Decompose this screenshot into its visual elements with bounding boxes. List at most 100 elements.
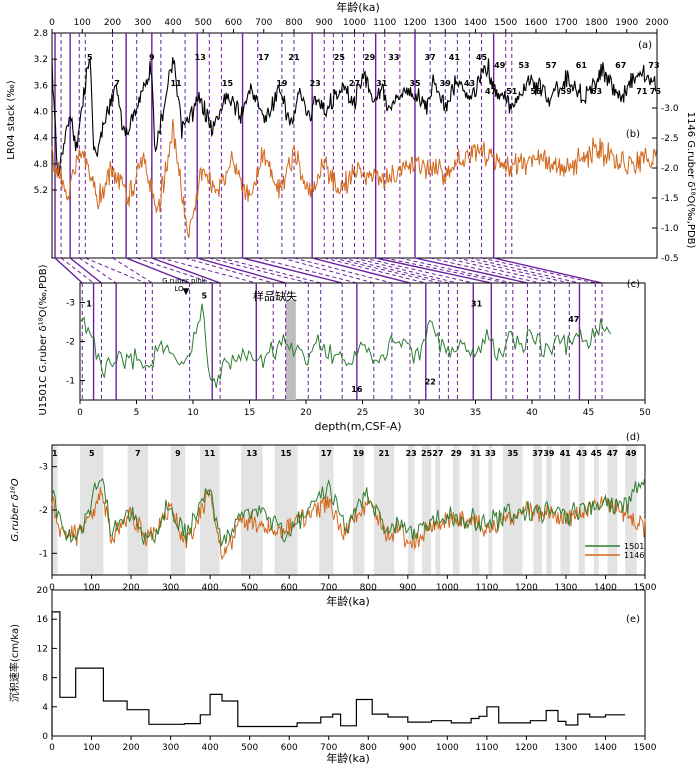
- top-tick-label: 1700: [555, 18, 578, 28]
- x-tick-label: 600: [281, 583, 298, 593]
- interglacial-band: [240, 445, 263, 575]
- interglacial-band: [274, 445, 298, 575]
- x-tick-label: 40: [526, 408, 538, 418]
- mis-label: 7: [135, 449, 141, 458]
- panel-b-y-ticks: -3.0 -2.5 -2.0 -1.5 -1.0 -0.5: [652, 104, 679, 264]
- mis-label: 33: [388, 53, 399, 62]
- interglacial-band: [422, 445, 432, 575]
- y-tick-label: 4.0: [34, 108, 49, 118]
- x-tick-label: 700: [320, 743, 337, 753]
- connector-dashed: [85, 257, 146, 284]
- interglacial-band: [80, 445, 104, 575]
- x-tick-label: 100: [83, 743, 100, 753]
- mis-label: 13: [195, 53, 206, 62]
- panel-d-mis-labels: 1 5 7 9 11 13 15 17 19 21 23 25 27 29 31 33 35 37 39 41 43 45…: [52, 449, 637, 458]
- x-tick-label: 900: [399, 583, 416, 593]
- mis-label: 15: [222, 79, 234, 88]
- panel-c-frame: [79, 282, 646, 401]
- connector-solid: [242, 257, 343, 284]
- x-tick-label: 1300: [554, 743, 577, 753]
- x-tick-label: 5: [134, 408, 140, 418]
- mis-label: 7: [114, 79, 120, 88]
- connector-dashed: [78, 257, 117, 284]
- top-tick-label: 400: [164, 18, 181, 28]
- top-tick-label: 1000: [343, 18, 366, 28]
- y-tick-label: -1.0: [661, 224, 679, 234]
- panel-c-tie-lines: [81, 283, 603, 400]
- site1501-depth-line: [79, 303, 612, 388]
- top-tick-label: 100: [74, 18, 91, 28]
- x-tick-label: 45: [583, 408, 594, 418]
- y-tick-label: 4.4: [34, 134, 49, 144]
- top-tick-label: 1800: [585, 18, 608, 28]
- connector-dashed: [184, 257, 274, 284]
- x-tick-label: 200: [122, 583, 139, 593]
- x-tick-label: 20: [300, 408, 312, 418]
- y-tick-label: -2: [66, 338, 75, 348]
- x-tick-label: 500: [241, 743, 258, 753]
- connector-dashed: [481, 257, 596, 284]
- missing-annotation: 样品缺失: [253, 289, 297, 303]
- mis-label: 25: [334, 53, 346, 62]
- connector-dashed: [281, 257, 374, 284]
- mis-label: 57: [546, 61, 557, 70]
- legend-1501-label: 1501: [624, 542, 644, 551]
- mis-label: 39: [543, 449, 555, 458]
- top-tick-label: 1100: [373, 18, 396, 28]
- mis-label: 43: [464, 79, 475, 88]
- top-tick-label: 200: [104, 18, 121, 28]
- y-tick-label: -1: [66, 377, 75, 387]
- mis-label: 29: [364, 53, 376, 62]
- top-tick-label: 1400: [464, 18, 487, 28]
- panel-e-frame: [51, 589, 646, 737]
- top-tick-label: 500: [195, 18, 212, 28]
- connector-solid: [311, 257, 411, 284]
- connector-dashed: [160, 257, 257, 284]
- panel-d-x-ticks: 0 100 200 300 400 500 600 700 800 900 1000 1100 1200…: [49, 575, 657, 593]
- interglacial-band: [373, 445, 395, 575]
- mis-label: 47: [485, 87, 496, 96]
- mis-label: 9: [149, 53, 155, 62]
- x-tick-label: 400: [202, 583, 219, 593]
- x-tick-label: 500: [241, 583, 258, 593]
- site1146-series-line: [51, 119, 657, 239]
- panel-c-y-ticks: -3 -2 -1: [66, 299, 85, 387]
- lo-marker-icon: ▼: [183, 287, 190, 297]
- x-tick-label: 200: [122, 743, 139, 753]
- x-tick-label: 25: [357, 408, 368, 418]
- y-tick-label: 4: [42, 703, 48, 713]
- panel-e-label: (e): [626, 614, 640, 625]
- y-tick-label: -0.5: [661, 254, 679, 264]
- mis-label: 47: [607, 449, 618, 458]
- x-tick-label: 100: [83, 583, 100, 593]
- mis-label: 61: [576, 61, 588, 70]
- y-tick-label: -3: [66, 299, 75, 309]
- mis-label: 25: [421, 449, 433, 458]
- mis-label: 29: [451, 449, 463, 458]
- mis-label: 41: [560, 449, 572, 458]
- mis-label: 59: [561, 87, 573, 96]
- connector-solid: [375, 257, 492, 284]
- connector-solid: [414, 257, 528, 284]
- mis-label: 45: [591, 449, 603, 458]
- panel-d-xlabel: 年龄(ka): [326, 594, 370, 608]
- x-tick-label: 400: [202, 743, 219, 753]
- mis-label: 55: [530, 87, 542, 96]
- connector-dashed: [221, 257, 321, 284]
- mis-label: 49: [494, 61, 506, 70]
- y-tick-label: 16: [37, 615, 49, 625]
- mis-label: 53: [518, 61, 529, 70]
- connector-solid: [125, 257, 190, 284]
- top-axis-title: 年龄(ka): [336, 0, 380, 14]
- interglacial-band: [199, 445, 220, 575]
- connector-dashed: [354, 257, 458, 284]
- y-tick-label: 12: [37, 644, 48, 654]
- connector-dashed: [469, 257, 580, 284]
- mis-label: 5: [87, 53, 93, 62]
- mis-label: 21: [288, 53, 300, 62]
- x-tick-label: 1500: [634, 583, 657, 593]
- tie-connectors: [54, 257, 603, 284]
- mis-label: 35: [409, 79, 421, 88]
- mis-label: 37: [532, 449, 543, 458]
- top-tick-label: 900: [316, 18, 333, 28]
